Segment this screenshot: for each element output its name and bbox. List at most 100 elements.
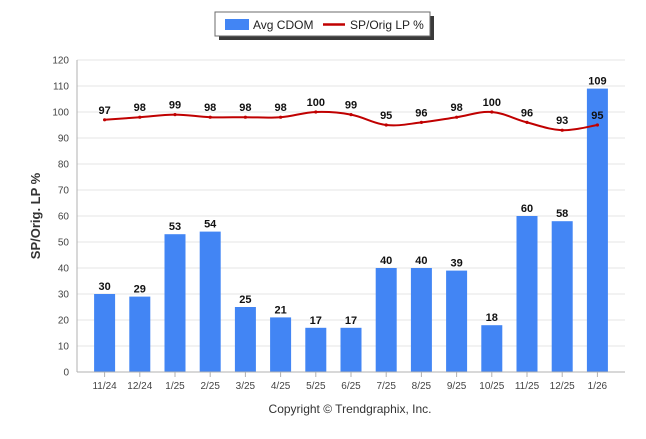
line-point — [525, 120, 529, 124]
bar-data-label: 60 — [521, 203, 533, 215]
line-data-label: 95 — [380, 110, 392, 122]
line-point — [314, 110, 318, 114]
bar — [164, 234, 186, 372]
y-tick-label: 50 — [58, 238, 70, 249]
line-series — [103, 110, 600, 132]
x-tick-label: 11/25 — [515, 381, 540, 392]
y-tick-label: 0 — [63, 368, 69, 379]
bar-data-label: 53 — [169, 221, 181, 233]
bar-data-label: 17 — [345, 315, 357, 327]
line-point — [138, 115, 142, 119]
legend: Avg CDOM SP/Orig LP % — [214, 11, 434, 40]
line-point — [384, 123, 388, 127]
line-point — [279, 115, 283, 119]
bar-data-label: 40 — [415, 255, 427, 267]
legend-label-sp-orig-lp: SP/Orig LP % — [350, 18, 424, 32]
y-tick-label: 20 — [58, 316, 70, 327]
line-data-label: 98 — [274, 102, 286, 114]
x-tick-label: 8/25 — [412, 381, 432, 392]
line-data-label: 99 — [169, 100, 181, 112]
y-tick-label: 80 — [58, 160, 70, 171]
x-tick-label: 1/25 — [165, 381, 185, 392]
line-data-label: 100 — [307, 97, 325, 109]
bar-data-label: 109 — [588, 76, 606, 88]
line-point — [243, 115, 247, 119]
line-point — [173, 113, 177, 117]
bar — [94, 294, 116, 372]
x-tick-label: 12/24 — [127, 381, 152, 392]
y-tick-label: 60 — [58, 212, 70, 223]
bar — [375, 268, 397, 372]
bar — [481, 325, 503, 372]
x-tick-label: 2/25 — [200, 381, 220, 392]
bar-data-label: 54 — [204, 219, 217, 231]
bar-data-label: 40 — [380, 255, 392, 267]
line-data-label: 98 — [204, 102, 216, 114]
y-tick-label: 30 — [58, 290, 70, 301]
line-data-label: 100 — [483, 97, 501, 109]
bar-data-label: 39 — [450, 258, 462, 270]
x-tick-label: 1/26 — [588, 381, 608, 392]
line-data-label: 93 — [556, 115, 568, 127]
line-data-label: 95 — [591, 110, 603, 122]
bar — [586, 88, 608, 372]
line-data-label: 99 — [345, 100, 357, 112]
line-point — [455, 115, 459, 119]
bar-data-label: 58 — [556, 208, 568, 220]
x-tick-label: 7/25 — [376, 381, 396, 392]
x-tick-label: 9/25 — [447, 381, 467, 392]
bar-data-label: 29 — [134, 284, 146, 296]
bar — [129, 296, 151, 372]
bar — [340, 327, 362, 372]
line-point — [208, 115, 212, 119]
copyright-text: Copyright © Trendgraphix, Inc. — [269, 402, 432, 416]
data-labels: 30 29 53 54 25 21 17 17 40 40 39 18 60 58 109 97 98 99 98 9… — [98, 76, 606, 327]
y-tick-label: 120 — [52, 56, 69, 67]
y-tick-label: 40 — [58, 264, 70, 275]
bar — [516, 216, 538, 372]
y-tick-label: 100 — [52, 108, 69, 119]
x-tick-label: 12/25 — [550, 381, 575, 392]
legend-box — [214, 11, 431, 37]
x-tick-label: 3/25 — [236, 381, 256, 392]
bar-data-label: 21 — [274, 304, 286, 316]
line-point — [419, 120, 423, 124]
line-point — [103, 118, 107, 122]
line-point — [490, 110, 494, 114]
bar — [234, 307, 256, 372]
x-tick-label: 10/25 — [479, 381, 504, 392]
x-tick-label: 6/25 — [341, 381, 361, 392]
x-tick-label: 11/24 — [92, 381, 117, 392]
bar — [270, 317, 292, 372]
line-point — [560, 128, 564, 132]
line-data-label: 98 — [239, 102, 251, 114]
bar-data-label: 30 — [98, 281, 110, 293]
legend-bar-swatch — [225, 19, 249, 30]
line-data-label: 96 — [415, 107, 427, 119]
y-axis-title: SP/Orig. LP % — [28, 172, 43, 259]
bar — [551, 221, 573, 372]
line-point — [595, 123, 600, 127]
bar-data-label: 18 — [486, 312, 498, 324]
line-data-label: 98 — [450, 102, 462, 114]
x-tick-label: 4/25 — [271, 381, 291, 392]
bar-data-label: 25 — [239, 294, 251, 306]
line-data-label: 96 — [521, 107, 533, 119]
y-tick-label: 10 — [58, 342, 70, 353]
bar — [305, 327, 327, 372]
axes: 0 10 20 30 40 50 60 70 80 90 100 110 120 11/24 12/24 1/… — [52, 56, 625, 392]
line-data-label: 98 — [134, 102, 146, 114]
bar-series — [94, 88, 608, 372]
bar — [199, 231, 221, 372]
y-tick-label: 110 — [53, 82, 69, 93]
bar — [446, 270, 468, 372]
y-tick-label: 90 — [58, 134, 70, 145]
y-tick-label: 70 — [58, 186, 70, 197]
bar-data-label: 17 — [310, 315, 322, 327]
x-tick-label: 5/25 — [306, 381, 326, 392]
line-point — [349, 113, 353, 117]
legend-label-avg-cdom: Avg CDOM — [253, 18, 313, 32]
line-data-label: 97 — [98, 105, 110, 117]
